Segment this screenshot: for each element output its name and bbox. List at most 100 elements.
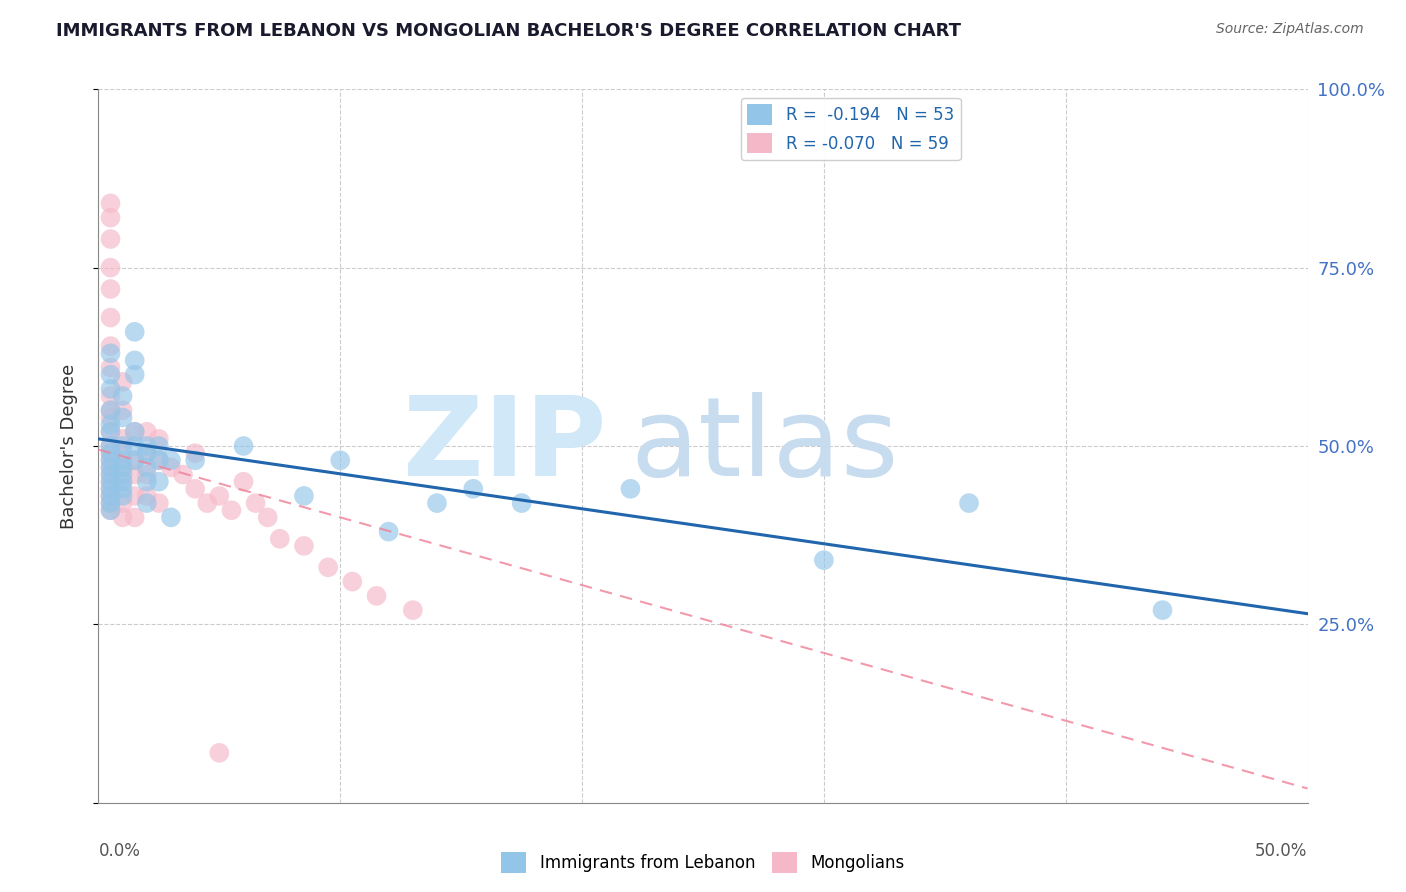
Point: [111, 375, 134, 389]
Point: [100, 339, 122, 353]
Point: [221, 503, 243, 517]
Point: [232, 439, 254, 453]
Point: [100, 232, 122, 246]
Point: [184, 482, 207, 496]
Point: [135, 439, 157, 453]
Point: [135, 446, 157, 460]
Point: [100, 389, 122, 403]
Point: [426, 496, 449, 510]
Point: [100, 403, 122, 417]
Point: [100, 475, 122, 489]
Point: [135, 460, 157, 475]
Point: [100, 489, 122, 503]
Point: [124, 510, 146, 524]
Point: [402, 603, 425, 617]
Point: [100, 282, 122, 296]
Point: [160, 453, 183, 467]
Point: [111, 389, 134, 403]
Point: [100, 453, 122, 467]
Point: [124, 425, 146, 439]
Point: [100, 482, 122, 496]
Point: [377, 524, 399, 539]
Point: [329, 453, 352, 467]
Point: [111, 482, 134, 496]
Point: [111, 475, 134, 489]
Point: [135, 467, 157, 482]
Point: [111, 475, 134, 489]
Point: [111, 467, 134, 482]
Point: [813, 553, 835, 567]
Point: [100, 346, 122, 360]
Point: [100, 489, 122, 503]
Point: [100, 453, 122, 467]
Text: 50.0%: 50.0%: [1256, 842, 1308, 860]
Point: [269, 532, 291, 546]
Point: [100, 425, 122, 439]
Y-axis label: Bachelor's Degree: Bachelor's Degree: [59, 363, 77, 529]
Point: [100, 403, 122, 417]
Point: [100, 503, 122, 517]
Point: [100, 439, 122, 453]
Point: [316, 560, 339, 574]
Point: [172, 467, 194, 482]
Point: [124, 489, 146, 503]
Point: [100, 446, 122, 460]
Point: [148, 453, 170, 467]
Point: [111, 460, 134, 475]
Legend: Immigrants from Lebanon, Mongolians: Immigrants from Lebanon, Mongolians: [495, 846, 911, 880]
Point: [160, 460, 183, 475]
Point: [619, 482, 641, 496]
Point: [124, 453, 146, 467]
Point: [148, 453, 170, 467]
Point: [111, 439, 134, 453]
Point: [184, 453, 207, 467]
Point: [100, 460, 122, 475]
Point: [100, 260, 122, 275]
Point: [124, 453, 146, 467]
Point: [135, 425, 157, 439]
Point: [124, 425, 146, 439]
Point: [124, 325, 146, 339]
Point: [184, 446, 207, 460]
Point: [111, 510, 134, 524]
Point: [111, 446, 134, 460]
Point: [111, 453, 134, 467]
Point: [100, 446, 122, 460]
Point: [100, 503, 122, 517]
Point: [111, 403, 134, 417]
Point: [100, 475, 122, 489]
Point: [100, 496, 122, 510]
Point: [135, 446, 157, 460]
Text: ZIP: ZIP: [404, 392, 606, 500]
Point: [1152, 603, 1174, 617]
Point: [100, 425, 122, 439]
Point: [342, 574, 364, 589]
Point: [100, 211, 122, 225]
Point: [100, 467, 122, 482]
Point: [195, 496, 218, 510]
Point: [256, 510, 278, 524]
Point: [124, 353, 146, 368]
Point: [292, 539, 315, 553]
Point: [245, 496, 267, 510]
Point: [148, 432, 170, 446]
Point: [124, 467, 146, 482]
Point: [366, 589, 388, 603]
Point: [100, 368, 122, 382]
Point: [100, 482, 122, 496]
Point: [111, 432, 134, 446]
Point: [135, 489, 157, 503]
Point: [100, 410, 122, 425]
Point: [208, 746, 231, 760]
Point: [100, 310, 122, 325]
Point: [124, 368, 146, 382]
Point: [208, 489, 231, 503]
Point: [463, 482, 485, 496]
Point: [100, 360, 122, 375]
Point: [100, 382, 122, 396]
Point: [232, 475, 254, 489]
Legend: R =  -0.194   N = 53, R = -0.070   N = 59: R = -0.194 N = 53, R = -0.070 N = 59: [741, 97, 960, 160]
Point: [111, 460, 134, 475]
Point: [124, 439, 146, 453]
Point: [111, 489, 134, 503]
